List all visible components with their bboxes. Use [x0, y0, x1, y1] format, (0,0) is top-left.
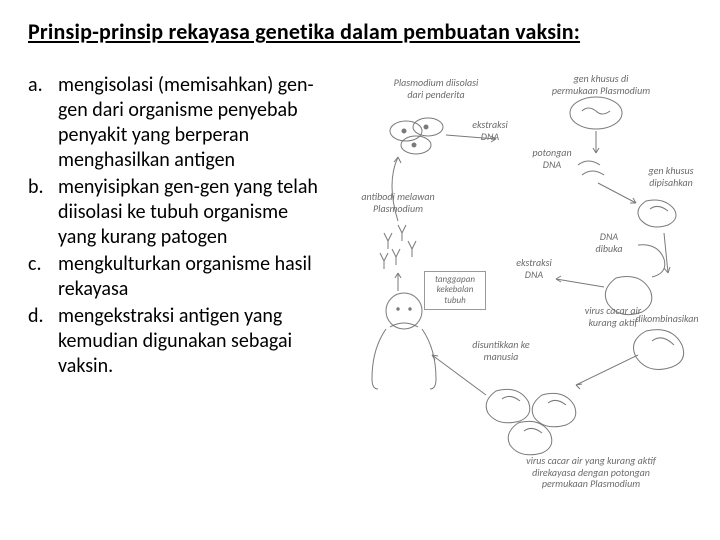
list-text: mengekstraksi antigen yang kemudian digu… — [58, 304, 328, 379]
label-ekstraksi1: ekstraksiDNA — [462, 119, 518, 142]
label-dna-dibuka: DNAdibuka — [586, 231, 632, 254]
content-row: a. mengisolasi (memisahkan) gen-gen dari… — [28, 73, 692, 493]
list-text: menyisipkan gen-gen yang telah diisolasi… — [58, 175, 328, 250]
list-item: c. mengkulturkan organisme hasil rekayas… — [28, 252, 328, 302]
label-tanggapan: tanggapankekebalantubuh — [424, 271, 486, 310]
label-disuntikkan: disuntikkan kemanusia — [456, 339, 546, 362]
list-item: a. mengisolasi (memisahkan) gen-gen dari… — [28, 73, 328, 173]
list-item: b. menyisipkan gen-gen yang telah diisol… — [28, 175, 328, 250]
label-antibodi: antibodi melawanPlasmodium — [346, 191, 450, 214]
label-plasmodium: Plasmodium diisolasidari penderita — [376, 77, 496, 100]
list-text: mengisolasi (memisahkan) gen-gen dari or… — [58, 73, 328, 173]
principles-list: a. mengisolasi (memisahkan) gen-gen dari… — [28, 73, 328, 493]
label-potongan: potonganDNA — [524, 147, 580, 170]
page-title: Prinsip-prinsip rekayasa genetika dalam … — [28, 18, 692, 45]
list-marker: d. — [28, 304, 58, 379]
label-virus-rekayasa: virus cacar air yang kurang aktifdirekay… — [496, 455, 686, 490]
label-gen-permukaan: gen khusus dipermukaan Plasmodium — [546, 73, 656, 96]
label-dikombinasikan: dikombinasikan — [622, 313, 712, 325]
list-item: d. mengekstraksi antigen yang kemudian d… — [28, 304, 328, 379]
list-marker: a. — [28, 73, 58, 173]
cycle-diagram: Plasmodium diisolasidari penderita gen k… — [346, 73, 692, 493]
list-marker: b. — [28, 175, 58, 250]
list-marker: c. — [28, 252, 58, 302]
diagram-svg — [346, 73, 706, 493]
list-text: mengkulturkan organisme hasil rekayasa — [58, 252, 328, 302]
label-gen-dipisah: gen khususdipisahkan — [636, 165, 706, 188]
label-ekstraksi2: ekstraksiDNA — [506, 257, 562, 280]
